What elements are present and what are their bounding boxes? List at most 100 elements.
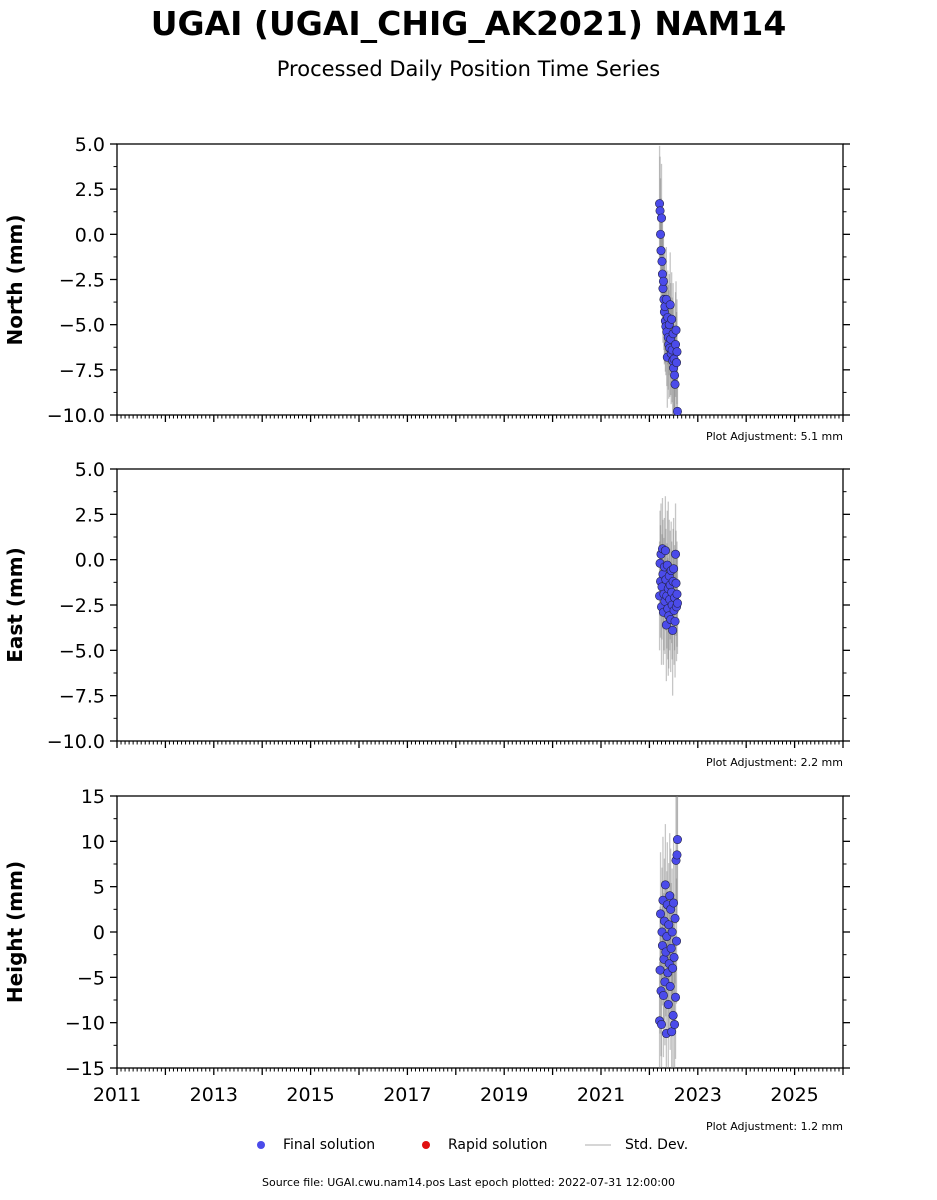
data-point — [670, 370, 680, 380]
legend-rapid: Rapid solution — [422, 1137, 548, 1153]
y-tick-label: −5.0 — [59, 640, 105, 662]
rapid-solution-marker-icon — [422, 1141, 430, 1149]
y-tick-label: 5.0 — [75, 134, 105, 156]
legend-final: Final solution — [257, 1137, 375, 1153]
y-tick-label: −7.5 — [59, 686, 105, 708]
y-tick-label: 0 — [93, 922, 105, 944]
data-point — [671, 578, 681, 588]
data-point — [670, 379, 680, 389]
x-tick-label: 2015 — [286, 1084, 334, 1106]
legend-std: Std. Dev. — [585, 1137, 688, 1153]
data-point — [668, 963, 678, 973]
x-tick-label: 2025 — [770, 1084, 818, 1106]
data-point — [672, 347, 682, 357]
y-axis-label: Height (mm) — [3, 861, 27, 1003]
data-point — [672, 406, 682, 415]
data-point — [672, 358, 682, 368]
data-point — [665, 981, 675, 991]
y-tick-label: −15 — [65, 1058, 105, 1080]
y-tick-label: −10.0 — [47, 731, 105, 753]
data-point — [671, 325, 681, 335]
data-point — [672, 598, 682, 608]
data-point — [660, 880, 670, 890]
y-tick-label: 2.5 — [75, 504, 105, 526]
data-point — [656, 213, 666, 223]
x-tick-label: 2011 — [93, 1084, 141, 1106]
data-point — [672, 936, 682, 946]
y-tick-label: 2.5 — [75, 179, 105, 201]
panel-1: 5.0 2.5 0.0 −2.5 −5.0 −7.5 −10.0 East (mm) Plot … — [3, 459, 850, 769]
x-tick-label: 2023 — [674, 1084, 722, 1106]
data-point — [671, 992, 681, 1002]
legend: Final solution Rapid solution Std. Dev. — [0, 1137, 937, 1157]
data-point — [658, 276, 668, 286]
axes-frame — [116, 468, 844, 742]
data-point — [671, 340, 681, 350]
source-footer: Source file: UGAI.cwu.nam14.pos Last epo… — [261, 1176, 676, 1189]
y-tick-label: 15 — [81, 786, 105, 808]
panel-0: 5.0 2.5 0.0 −2.5 −5.0 −7.5 −10.0 North (mm) Plot… — [3, 134, 850, 443]
data-point — [669, 898, 679, 908]
data-point — [670, 1019, 680, 1029]
data-point — [656, 229, 666, 239]
data-layer — [655, 796, 682, 1068]
y-axis-label: East (mm) — [3, 547, 27, 663]
data-point — [669, 564, 679, 574]
data-layer — [655, 496, 682, 696]
y-tick-label: −7.5 — [59, 360, 105, 382]
data-point — [664, 920, 674, 930]
data-point — [672, 589, 682, 599]
data-point — [665, 300, 675, 310]
y-tick-label: 0.0 — [75, 224, 105, 246]
data-point — [655, 206, 665, 216]
data-point — [672, 835, 682, 845]
panel-2: 15 10 5 0 −5 −10 −15 2011 2013 2015 2017 2019 2021 20… — [3, 786, 850, 1133]
y-tick-label: 10 — [81, 831, 105, 853]
data-point — [672, 850, 682, 860]
plot-adjustment: Plot Adjustment: 5.1 mm — [706, 430, 843, 443]
data-point — [667, 314, 677, 324]
data-point — [656, 246, 666, 256]
axes-frame — [116, 795, 844, 1069]
y-tick-label: −2.5 — [59, 595, 105, 617]
data-point — [668, 1010, 678, 1020]
legend-final-label: Final solution — [283, 1137, 376, 1153]
data-point — [670, 913, 680, 923]
data-point — [663, 1000, 673, 1010]
data-point — [667, 927, 677, 937]
x-tick-label: 2019 — [480, 1084, 528, 1106]
axes-frame — [116, 143, 844, 416]
y-tick-label: −5.0 — [59, 315, 105, 337]
data-layer — [655, 145, 682, 415]
data-point — [658, 990, 668, 1000]
data-point — [656, 1019, 666, 1029]
y-tick-label: 5 — [93, 877, 105, 899]
data-point — [669, 952, 679, 962]
data-point — [668, 625, 678, 635]
std-dev-line-icon — [585, 1144, 611, 1146]
data-point — [670, 616, 680, 626]
x-tick-label: 2021 — [577, 1084, 625, 1106]
legend-std-label: Std. Dev. — [625, 1137, 689, 1153]
data-point — [656, 909, 666, 919]
y-tick-label: 5.0 — [75, 459, 105, 481]
figure-title: UGAI (UGAI_CHIG_AK2021) NAM14 — [150, 4, 787, 43]
y-tick-label: −5 — [77, 967, 105, 989]
final-solution-marker-icon — [257, 1141, 265, 1149]
x-tick-label: 2017 — [383, 1084, 431, 1106]
y-tick-label: 0.0 — [75, 550, 105, 572]
figure-subtitle: Processed Daily Position Time Series — [276, 57, 661, 81]
data-point — [655, 965, 665, 975]
data-point — [657, 256, 667, 266]
y-tick-label: −10 — [65, 1013, 105, 1035]
y-axis-label: North (mm) — [3, 214, 27, 345]
legend-rapid-label: Rapid solution — [448, 1137, 548, 1153]
data-point — [665, 891, 675, 901]
y-tick-label: −10.0 — [47, 405, 105, 427]
plot-adjustment: Plot Adjustment: 1.2 mm — [706, 1120, 843, 1133]
x-tick-label: 2013 — [190, 1084, 238, 1106]
y-tick-label: −2.5 — [59, 270, 105, 292]
plot-adjustment: Plot Adjustment: 2.2 mm — [706, 756, 843, 769]
data-point — [671, 549, 681, 559]
